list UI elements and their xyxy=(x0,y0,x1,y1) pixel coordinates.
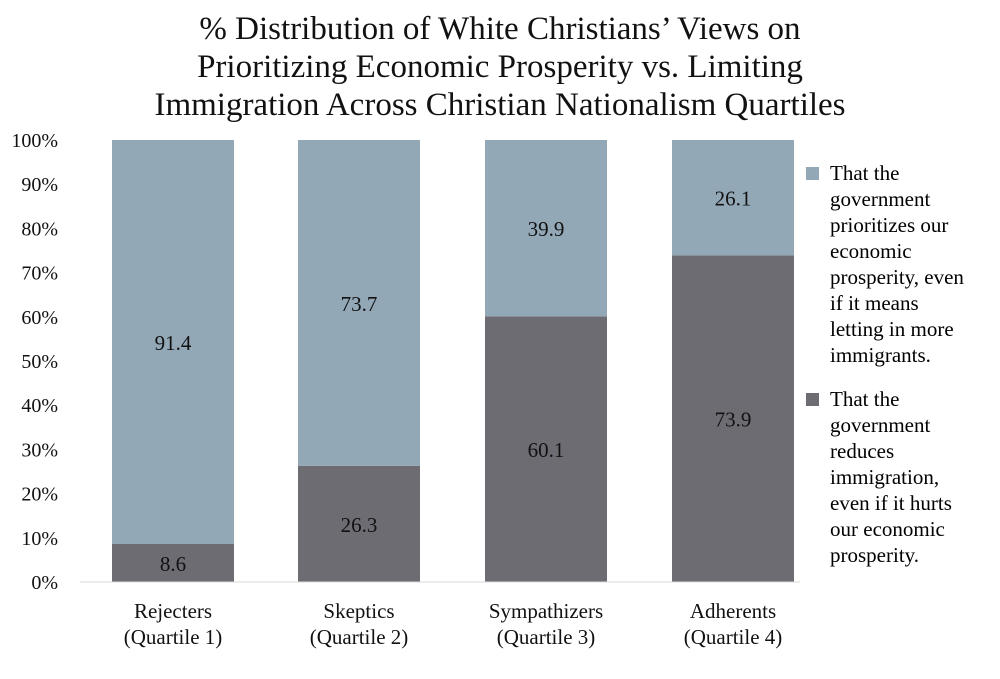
chart-title-line-3: Immigration Across Christian Nationalism… xyxy=(154,87,846,123)
data-label: 39.9 xyxy=(528,217,565,241)
y-tick-label: 30% xyxy=(21,439,58,461)
legend-label-line: prioritizes our xyxy=(830,213,949,237)
bar-segment xyxy=(298,465,420,582)
legend: That the government prioritizes our economi… xyxy=(806,160,996,586)
y-tick-label: 100% xyxy=(11,130,58,152)
data-label: 26.1 xyxy=(715,187,752,211)
y-tick-label: 40% xyxy=(21,395,58,417)
data-label: 8.6 xyxy=(160,552,186,576)
x-tick-label: (Quartile 3) xyxy=(497,625,596,649)
bar-segment xyxy=(112,543,234,582)
y-tick-label: 60% xyxy=(21,307,58,329)
legend-label-line: immigrants. xyxy=(830,343,931,367)
bar-segment xyxy=(298,140,420,466)
chart-title: % Distribution of White Christians’ View… xyxy=(0,10,1000,124)
data-label: 73.7 xyxy=(341,292,378,316)
legend-label-line: prosperity, even xyxy=(830,265,964,289)
data-label: 73.9 xyxy=(715,408,752,432)
y-tick-label: 80% xyxy=(21,218,58,240)
y-tick-label: 20% xyxy=(21,484,58,506)
x-tick-label: (Quartile 1) xyxy=(124,625,223,649)
data-label: 26.3 xyxy=(341,513,378,537)
bar-segment xyxy=(485,140,607,317)
legend-label-line: economic xyxy=(830,239,912,263)
data-label: 60.1 xyxy=(528,438,565,462)
legend-label-line: That the xyxy=(830,161,900,185)
x-tick-label: Rejecters xyxy=(134,599,212,623)
chart-title-line-1: % Distribution of White Christians’ View… xyxy=(199,11,801,47)
bar-segment xyxy=(112,140,234,544)
x-tick-label: Adherents xyxy=(690,599,776,623)
legend-label-line: reduces xyxy=(830,439,895,463)
x-tick-label: (Quartile 4) xyxy=(684,625,783,649)
x-tick-label: (Quartile 2) xyxy=(310,625,409,649)
legend-label-line: prosperity. xyxy=(830,543,920,567)
legend-item: That the government reduces immigration, eve… xyxy=(806,386,996,568)
data-label: 91.4 xyxy=(155,331,192,355)
legend-label-line: immigration, xyxy=(830,465,940,489)
chart-title-line-2: Prioritizing Economic Prosperity vs. Lim… xyxy=(197,49,803,85)
y-tick-label: 90% xyxy=(21,174,58,196)
bar-segment xyxy=(672,140,794,256)
legend-label-line: That the xyxy=(830,387,900,411)
y-tick-label: 0% xyxy=(31,572,58,594)
bar-segment xyxy=(672,255,794,582)
legend-label-line: government xyxy=(830,187,931,211)
y-tick-label: 70% xyxy=(21,263,58,285)
legend-label-line: letting in more xyxy=(830,317,954,341)
legend-label-line: our economic xyxy=(830,517,945,541)
x-tick-label: Sympathizers xyxy=(489,599,603,623)
x-tick-label: Skeptics xyxy=(323,599,394,623)
legend-swatch xyxy=(806,167,819,180)
legend-swatch xyxy=(806,393,819,406)
legend-label-line: government xyxy=(830,413,931,437)
y-tick-label: 10% xyxy=(21,528,58,550)
y-tick-label: 50% xyxy=(21,351,58,373)
legend-label-line: if it means xyxy=(830,291,919,315)
legend-item: That the government prioritizes our economi… xyxy=(806,160,996,368)
bar-segment xyxy=(485,316,607,582)
legend-label-line: even if it hurts xyxy=(830,491,952,515)
